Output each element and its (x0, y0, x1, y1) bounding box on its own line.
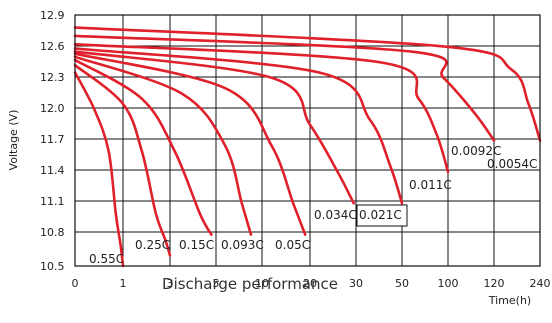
discharge-curve (73, 71, 125, 268)
y-tick-label: 11.4 (40, 164, 65, 177)
x-tick-label: 5 (213, 277, 220, 290)
y-tick-label: 12.0 (40, 102, 65, 115)
x-tick-label: 20 (303, 277, 317, 290)
x-tick-label: 100 (438, 277, 459, 290)
curve-label: 0.011C (409, 178, 452, 192)
curve-labels: 0.55C 0.25C 0.15C 0.093C 0.05C 0.034C 0.021C 0.… (89, 144, 537, 266)
discharge-curve (73, 43, 450, 174)
discharge-curve (73, 63, 172, 257)
curve-label: 0.15C (179, 238, 214, 252)
x-tick-label: 3 (167, 277, 174, 290)
y-tick-label: 12.9 (40, 9, 65, 22)
curve-label: 0.0054C (487, 157, 537, 171)
discharge-curve (73, 50, 355, 205)
x-tick-label: 240 (530, 277, 551, 290)
curve-label: 0.093C (221, 238, 264, 252)
y-tick-label: 12.6 (40, 40, 65, 53)
x-tick-label: 120 (484, 277, 505, 290)
curve-label: 0.0092C (451, 144, 501, 158)
y-tick-label: 11.7 (40, 133, 65, 146)
chart-title: Discharge performance (162, 275, 338, 293)
curve-label: 0.021C (359, 208, 402, 222)
discharge-curve (73, 55, 253, 236)
curve-label-box (356, 204, 408, 227)
y-tick-labels: 12.9 12.6 12.3 12.0 11.7 11.4 11.1 10.8 10.5 (40, 9, 65, 273)
y-tick-label: 12.3 (40, 71, 65, 84)
curve-label: 0.034C (314, 208, 357, 222)
y-axis-title: Voltage (V) (7, 110, 20, 171)
curve-label: 0.55C (89, 252, 124, 266)
plot-frame (74, 14, 541, 267)
curve-label: 0.05C (275, 238, 310, 252)
y-tick-label: 10.5 (40, 260, 65, 273)
discharge-curve (73, 47, 404, 205)
y-tick-label: 11.1 (40, 195, 65, 208)
x-axis-title: Time(h) (488, 294, 531, 307)
x-tick-label: 30 (349, 277, 363, 290)
x-tick-label: 10 (255, 277, 269, 290)
discharge-curve (73, 58, 213, 236)
curve-label: 0.25C (135, 238, 170, 252)
plot-border (74, 14, 541, 267)
x-tick-labels: 0 1 3 5 10 20 30 50 100 120 240 (72, 277, 551, 290)
curves (73, 26, 542, 268)
discharge-curve (73, 34, 496, 142)
x-tick-label: 50 (395, 277, 409, 290)
y-tick-label: 10.8 (40, 226, 65, 239)
discharge-curve (73, 52, 307, 236)
discharge-curve (73, 26, 542, 142)
x-tick-label: 1 (120, 277, 127, 290)
x-tick-label: 0 (72, 277, 79, 290)
